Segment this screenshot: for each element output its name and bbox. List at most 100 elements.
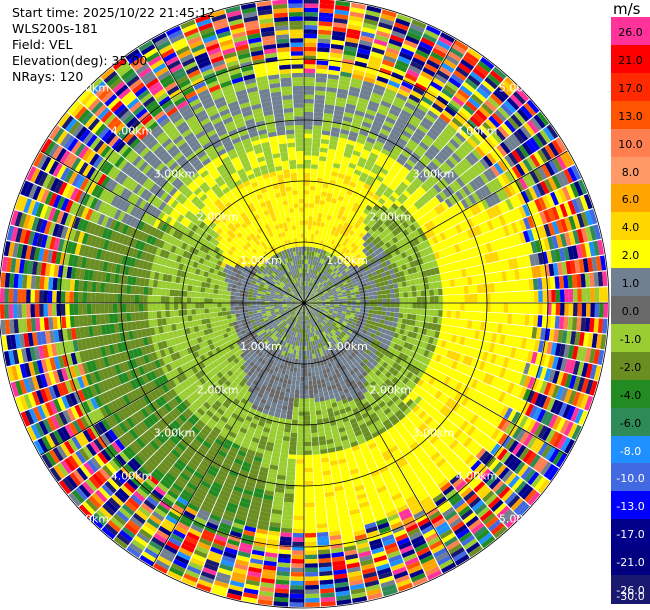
velocity-gate (304, 177, 311, 182)
velocity-gate (436, 95, 449, 106)
velocity-gate (432, 77, 446, 88)
velocity-gate (434, 295, 439, 303)
velocity-gate (349, 210, 356, 217)
velocity-gate (378, 152, 389, 160)
velocity-gate (528, 278, 534, 291)
velocity-gate (324, 170, 332, 176)
velocity-gate (355, 105, 367, 113)
velocity-gate (402, 313, 408, 319)
velocity-gate (516, 291, 522, 303)
velocity-gate (304, 90, 315, 95)
velocity-gate (304, 346, 307, 351)
velocity-gate (417, 45, 432, 55)
velocity-gate (350, 77, 363, 85)
velocity-gate (340, 128, 350, 136)
velocity-gate (300, 333, 303, 338)
velocity-gate (306, 259, 309, 265)
velocity-gate (308, 277, 311, 282)
velocity-gate (329, 202, 336, 208)
velocity-gate (429, 106, 442, 117)
velocity-gate (295, 476, 304, 482)
velocity-gate (457, 62, 472, 74)
velocity-gate (507, 292, 513, 303)
velocity-gate (306, 255, 309, 260)
velocity-gate (296, 345, 300, 351)
velocity-gate (411, 19, 427, 29)
velocity-gate (350, 126, 360, 134)
velocity-gate (594, 303, 600, 318)
velocity-gate (318, 244, 323, 250)
velocity-gate (299, 341, 302, 347)
velocity-gate (572, 288, 578, 302)
velocity-gate (341, 124, 351, 131)
velocity-gate (307, 268, 310, 273)
velocity-gate (286, 383, 292, 389)
velocity-gate (307, 281, 310, 287)
velocity-gate (359, 190, 367, 198)
velocity-gate (307, 264, 310, 269)
velocity-gate (304, 259, 307, 264)
velocity-gate (320, 138, 330, 145)
velocity-gate (417, 124, 429, 134)
velocity-gate (453, 39, 469, 52)
velocity-gate (358, 205, 366, 212)
velocity-gate (307, 359, 311, 364)
velocity-gate (311, 229, 316, 235)
velocity-gate (312, 454, 321, 460)
velocity-gate (389, 288, 395, 294)
velocity-gate (317, 47, 330, 53)
velocity-gate (326, 192, 333, 199)
velocity-gate (304, 394, 309, 399)
velocity-gate (366, 63, 380, 72)
velocity-gate (379, 128, 391, 137)
velocity-gate (428, 316, 434, 323)
velocity-gate (334, 304, 339, 307)
velocity-gate (416, 103, 429, 114)
velocity-gate (282, 436, 290, 442)
velocity-gate (310, 273, 314, 279)
velocity-gate (286, 414, 293, 420)
velocity-gate (310, 168, 318, 174)
velocity-gate (309, 406, 316, 412)
velocity-gate (316, 379, 322, 385)
velocity-gate (421, 96, 434, 106)
velocity-gate (304, 411, 310, 416)
velocity-gate (515, 314, 521, 325)
velocity-gate (327, 262, 332, 268)
velocity-gate (411, 285, 417, 292)
velocity-gate (382, 163, 391, 172)
velocity-gate (379, 319, 385, 325)
velocity-gate (324, 236, 329, 243)
velocity-gate (416, 290, 422, 297)
velocity-gate (446, 310, 452, 318)
velocity-gate (355, 56, 369, 64)
velocity-gate (477, 293, 483, 303)
velocity-gate (345, 143, 355, 150)
velocity-gate (373, 299, 378, 303)
velocity-gate (451, 43, 467, 55)
velocity-gate (312, 138, 321, 144)
velocity-gate (304, 515, 316, 521)
velocity-gate (345, 170, 354, 178)
velocity-gate (344, 174, 352, 182)
velocity-gate (293, 367, 298, 373)
velocity-gate (511, 313, 517, 325)
velocity-gate (351, 191, 359, 199)
velocity-gate (329, 248, 335, 254)
velocity-gate (360, 296, 365, 300)
velocity-gate (279, 536, 292, 542)
velocity-gate (314, 397, 320, 403)
velocity-gate (359, 93, 371, 101)
velocity-gate (312, 216, 318, 222)
velocity-gate (304, 250, 307, 256)
velocity-gate (577, 288, 582, 302)
velocity-gate (468, 285, 474, 294)
velocity-gate (304, 415, 311, 421)
velocity-gate (294, 358, 299, 364)
velocity-gate (412, 86, 425, 96)
velocity-gate (313, 120, 323, 126)
velocity-gate (315, 186, 322, 192)
velocity-gate (319, 3, 335, 10)
velocity-gate (590, 303, 595, 318)
velocity-gate (395, 59, 410, 69)
